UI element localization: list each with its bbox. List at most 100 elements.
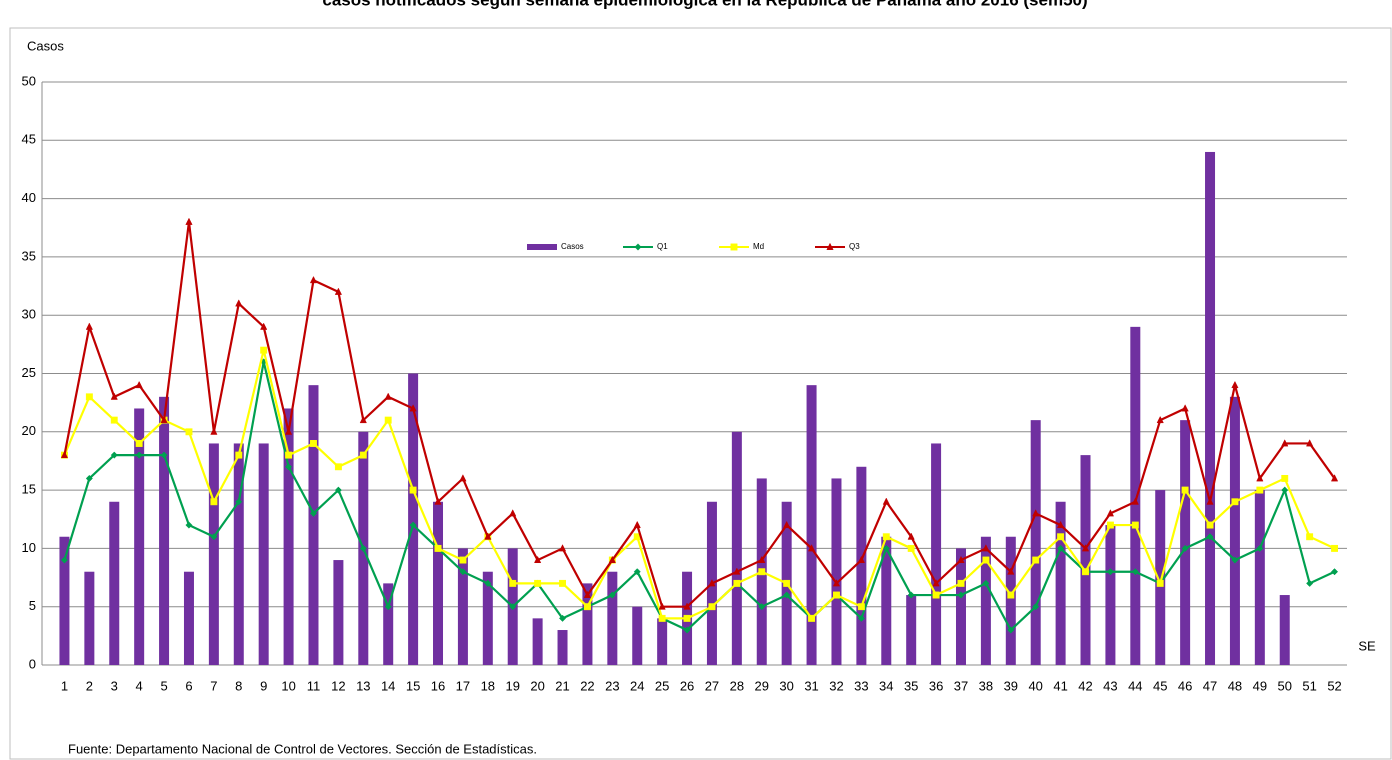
marker: [683, 614, 691, 622]
x-tick-label: 33: [854, 678, 868, 693]
x-tick-label: 12: [331, 678, 345, 693]
line: [63, 221, 1336, 608]
marker: [1256, 544, 1264, 552]
marker: [1057, 533, 1065, 541]
x-tick-label: 47: [1203, 678, 1217, 693]
marker: [683, 626, 691, 634]
marker: [260, 322, 268, 330]
line: [63, 349, 1336, 621]
chart-title: casos notificados según semana epidemiol…: [322, 0, 1087, 9]
marker: [1106, 568, 1114, 576]
x-tick-label: 6: [185, 678, 192, 693]
x-tick-label: 34: [879, 678, 893, 693]
marker: [1181, 544, 1189, 552]
marker: [285, 463, 293, 471]
bar: [1105, 525, 1116, 665]
legend-marker: [730, 243, 738, 251]
marker: [309, 509, 318, 517]
marker: [110, 451, 118, 459]
x-tick-label: 52: [1327, 678, 1341, 693]
marker: [235, 498, 243, 506]
x-tick-label: 32: [829, 678, 843, 693]
legend-label: Md: [753, 242, 764, 251]
marker: [334, 486, 342, 494]
x-tick-label: 9: [260, 678, 267, 693]
marker: [534, 555, 542, 564]
bar: [582, 583, 593, 665]
chart-frame: [9, 27, 1392, 760]
marker: [110, 416, 118, 424]
x-tick-label: 35: [904, 678, 918, 693]
marker: [1206, 533, 1214, 541]
bar: [1005, 536, 1016, 665]
bar: [333, 560, 344, 665]
marker: [708, 579, 716, 587]
y-tick-label: 25: [22, 365, 36, 380]
marker: [583, 590, 592, 598]
marker: [135, 380, 143, 389]
x-tick-label: 14: [381, 678, 395, 693]
marker: [409, 404, 417, 412]
marker: [559, 579, 566, 587]
bar: [1279, 595, 1290, 665]
marker: [185, 521, 193, 529]
marker: [1032, 556, 1040, 564]
marker: [1306, 579, 1314, 587]
bar: [457, 548, 468, 665]
marker: [1156, 415, 1164, 424]
marker: [1131, 521, 1139, 529]
marker: [1131, 497, 1139, 505]
marker: [1181, 486, 1189, 494]
marker: [758, 568, 766, 576]
marker: [633, 568, 641, 576]
marker: [210, 533, 218, 541]
marker: [1057, 544, 1065, 552]
marker: [957, 579, 965, 587]
x-tick-label: 15: [406, 678, 420, 693]
marker: [260, 346, 268, 354]
marker: [1281, 474, 1289, 482]
bar: [233, 443, 244, 665]
marker: [1007, 591, 1015, 599]
marker: [384, 392, 392, 400]
x-tick-label: 50: [1278, 678, 1292, 693]
marker: [509, 509, 517, 517]
marker: [1082, 568, 1089, 576]
bar: [1055, 501, 1066, 665]
marker: [235, 299, 243, 307]
y-axis-label: Casos: [27, 38, 64, 53]
marker: [459, 568, 467, 576]
marker: [957, 555, 965, 564]
bar: [1254, 490, 1265, 665]
y-tick-label: 35: [22, 248, 36, 263]
source-note: Fuente: Departamento Nacional de Control…: [68, 741, 537, 756]
marker: [708, 603, 716, 611]
marker: [359, 415, 367, 424]
marker: [807, 544, 816, 552]
marker: [907, 591, 915, 599]
x-tick-label: 4: [136, 678, 143, 693]
marker: [1256, 474, 1264, 482]
marker: [1231, 556, 1239, 564]
bar: [283, 408, 294, 665]
marker: [1256, 486, 1264, 494]
marker: [583, 603, 591, 611]
x-tick-label: 46: [1178, 678, 1192, 693]
legend-label: Q3: [849, 242, 860, 251]
marker: [85, 322, 93, 330]
bar: [308, 385, 319, 665]
marker: [783, 579, 791, 587]
marker: [882, 497, 890, 505]
marker: [434, 497, 442, 505]
marker: [185, 428, 193, 436]
bar: [1130, 326, 1141, 665]
bar: [59, 536, 70, 665]
x-tick-label: 43: [1103, 678, 1117, 693]
legend-swatch: [527, 244, 557, 250]
marker: [832, 579, 841, 587]
bar: [731, 431, 742, 665]
marker: [1032, 603, 1040, 611]
legend-label: Q1: [657, 242, 668, 251]
marker: [409, 486, 417, 494]
